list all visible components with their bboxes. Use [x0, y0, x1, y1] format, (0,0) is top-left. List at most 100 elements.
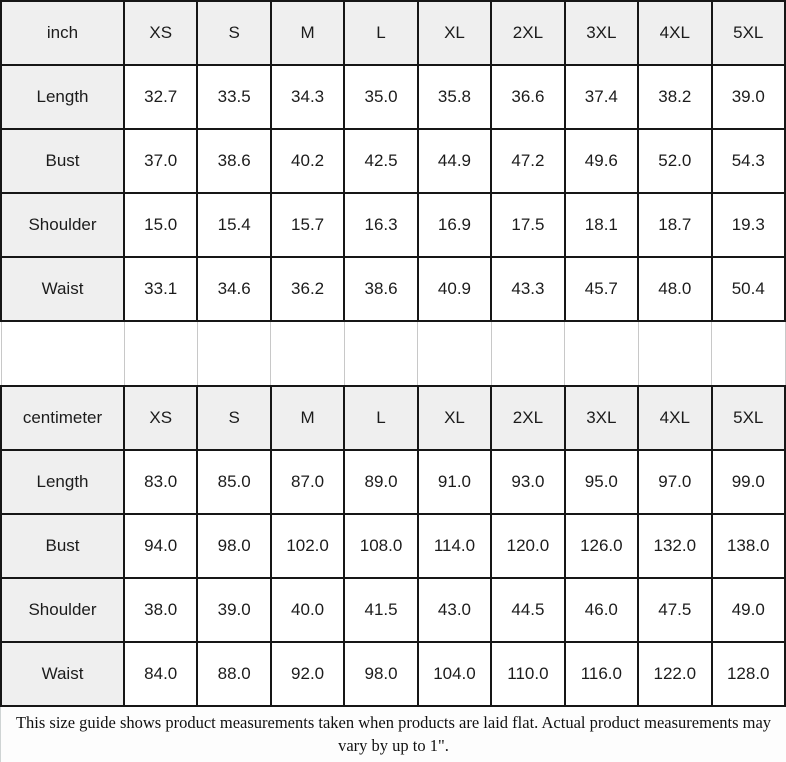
value-cell: 17.5: [490, 192, 566, 258]
value-cell: 44.5: [490, 577, 566, 643]
value-cell: 36.6: [490, 64, 566, 130]
value-cell: 99.0: [710, 449, 786, 515]
value-cell: 19.3: [710, 192, 786, 258]
value-cell: 108.0: [343, 513, 419, 579]
measurement-row: Length 32.7 33.5 34.3 35.0 35.8 36.6 37.4 38.2 39…: [0, 64, 786, 130]
value-cell: 35.0: [343, 64, 419, 130]
value-cell: 91.0: [416, 449, 493, 515]
size-header-cell: 2XL: [490, 0, 566, 66]
size-header-cell: S: [196, 0, 272, 66]
row-label-cell: Bust: [0, 513, 125, 579]
value-cell: 120.0: [490, 513, 566, 579]
unit-header-cell: centimeter: [0, 385, 125, 451]
row-label-cell: Shoulder: [0, 577, 125, 643]
row-label-cell: Bust: [0, 128, 125, 194]
measurement-row: Shoulder 15.0 15.4 15.7 16.3 16.9 17.5 18.1 18.7…: [0, 192, 786, 258]
size-header-cell: XS: [122, 0, 199, 66]
value-cell: 44.9: [416, 128, 493, 194]
size-header-cell: 2XL: [490, 385, 566, 451]
value-cell: 40.9: [416, 256, 493, 322]
value-cell: 104.0: [416, 641, 493, 707]
size-header-cell: 5XL: [710, 0, 786, 66]
value-cell: 128.0: [710, 641, 786, 707]
separator-section: [0, 320, 786, 387]
value-cell: 92.0: [269, 641, 346, 707]
value-cell: 41.5: [343, 577, 419, 643]
value-cell: 138.0: [710, 513, 786, 579]
value-cell: 43.0: [416, 577, 493, 643]
value-cell: 98.0: [196, 513, 272, 579]
value-cell: 54.3: [710, 128, 786, 194]
value-cell: 102.0: [269, 513, 346, 579]
measurement-row: Bust 37.0 38.6 40.2 42.5 44.9 47.2 49.6 52.0 54.3: [0, 128, 786, 194]
empty-cell: [196, 320, 272, 387]
inch-section: inch XS S M L XL 2XL 3XL 4XL 5XL Length 32.7 33.5 34.…: [0, 0, 786, 322]
value-cell: 40.0: [269, 577, 346, 643]
value-cell: 47.5: [637, 577, 713, 643]
value-cell: 48.0: [637, 256, 713, 322]
size-header-cell: 4XL: [637, 385, 713, 451]
value-cell: 84.0: [122, 641, 199, 707]
empty-cell: [490, 320, 566, 387]
value-cell: 16.3: [343, 192, 419, 258]
value-cell: 38.6: [196, 128, 272, 194]
size-header-cell: L: [343, 0, 419, 66]
value-cell: 95.0: [563, 449, 640, 515]
value-cell: 33.5: [196, 64, 272, 130]
empty-cell: [417, 320, 492, 387]
centimeter-section: centimeter XS S M L XL 2XL 3XL 4XL 5XL Length 83.0 8…: [0, 385, 786, 707]
value-cell: 114.0: [416, 513, 493, 579]
value-cell: 34.6: [196, 256, 272, 322]
inch-header-row: inch XS S M L XL 2XL 3XL 4XL 5XL: [0, 0, 786, 66]
value-cell: 38.0: [122, 577, 199, 643]
value-cell: 46.0: [563, 577, 640, 643]
size-header-cell: 4XL: [637, 0, 713, 66]
empty-cell: [270, 320, 345, 387]
size-header-cell: 5XL: [710, 385, 786, 451]
row-label-cell: Shoulder: [0, 192, 125, 258]
value-cell: 15.7: [269, 192, 346, 258]
value-cell: 116.0: [563, 641, 640, 707]
value-cell: 45.7: [563, 256, 640, 322]
value-cell: 18.1: [563, 192, 640, 258]
centimeter-header-row: centimeter XS S M L XL 2XL 3XL 4XL 5XL: [0, 385, 786, 451]
value-cell: 15.4: [196, 192, 272, 258]
separator-row: [0, 320, 786, 387]
value-cell: 33.1: [122, 256, 199, 322]
value-cell: 132.0: [637, 513, 713, 579]
value-cell: 122.0: [637, 641, 713, 707]
value-cell: 18.7: [637, 192, 713, 258]
value-cell: 94.0: [122, 513, 199, 579]
value-cell: 93.0: [490, 449, 566, 515]
measurement-row: Bust 94.0 98.0 102.0 108.0 114.0 120.0 126.0 132…: [0, 513, 786, 579]
value-cell: 98.0: [343, 641, 419, 707]
empty-cell: [564, 320, 639, 387]
empty-cell: [343, 320, 419, 387]
measurement-row: Shoulder 38.0 39.0 40.0 41.5 43.0 44.5 46.0 47.5…: [0, 577, 786, 643]
value-cell: 35.8: [416, 64, 493, 130]
value-cell: 50.4: [710, 256, 786, 322]
value-cell: 37.4: [563, 64, 640, 130]
empty-cell: [0, 320, 125, 387]
size-header-cell: 3XL: [563, 385, 640, 451]
measurement-row: Length 83.0 85.0 87.0 89.0 91.0 93.0 95.0 97.0 99…: [0, 449, 786, 515]
size-guide-table: inch XS S M L XL 2XL 3XL 4XL 5XL Length 32.7 33.5 34.…: [0, 0, 786, 707]
value-cell: 52.0: [637, 128, 713, 194]
size-header-cell: M: [269, 0, 346, 66]
value-cell: 16.9: [416, 192, 493, 258]
value-cell: 87.0: [269, 449, 346, 515]
empty-cell: [123, 320, 198, 387]
size-header-cell: S: [196, 385, 272, 451]
row-label-cell: Length: [0, 64, 125, 130]
row-label-cell: Length: [0, 449, 125, 515]
row-label-cell: Waist: [0, 641, 125, 707]
size-header-cell: XL: [416, 385, 493, 451]
measurement-row: Waist 33.1 34.6 36.2 38.6 40.9 43.3 45.7 48.0 50.…: [0, 256, 786, 322]
value-cell: 83.0: [122, 449, 199, 515]
value-cell: 89.0: [343, 449, 419, 515]
row-label-cell: Waist: [0, 256, 125, 322]
value-cell: 38.2: [637, 64, 713, 130]
value-cell: 43.3: [490, 256, 566, 322]
size-header-cell: L: [343, 385, 419, 451]
size-header-cell: XS: [122, 385, 199, 451]
